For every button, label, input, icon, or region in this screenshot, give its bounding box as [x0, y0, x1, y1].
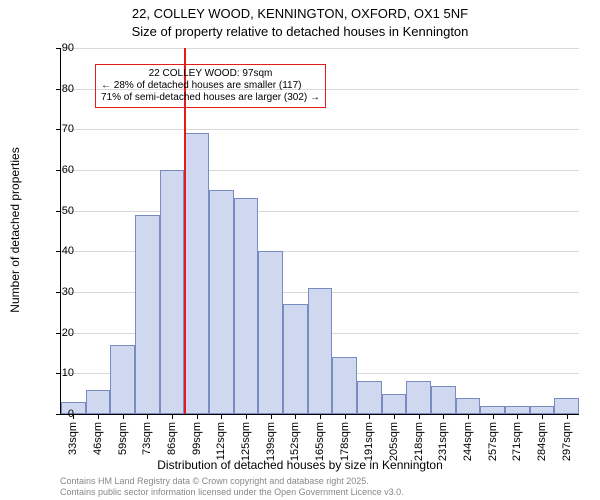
xtick-label: 218sqm [413, 422, 425, 461]
histogram-bar [406, 381, 431, 414]
histogram-bar [135, 215, 160, 414]
annotation-line3: 71% of semi-detached houses are larger (… [101, 92, 320, 104]
chart-title-line2: Size of property relative to detached ho… [0, 24, 600, 39]
ytick-mark [56, 292, 61, 293]
histogram-bar [505, 406, 530, 414]
xtick-label: 165sqm [314, 422, 326, 461]
ytick-mark [56, 333, 61, 334]
histogram-bar [456, 398, 481, 414]
xtick-mark [221, 414, 222, 419]
xtick-label: 205sqm [388, 422, 400, 461]
chart-title-line1: 22, COLLEY WOOD, KENNINGTON, OXFORD, OX1… [0, 6, 600, 21]
xtick-label: 86sqm [166, 422, 178, 455]
histogram-bar [110, 345, 135, 414]
ytick-mark [56, 251, 61, 252]
annotation-line2: ← 28% of detached houses are smaller (11… [101, 80, 320, 92]
plot-area: 22 COLLEY WOOD: 97sqm← 28% of detached h… [60, 48, 579, 415]
xtick-label: 257sqm [487, 422, 499, 461]
xtick-label: 231sqm [437, 422, 449, 461]
histogram-bar [258, 251, 283, 414]
gridline [61, 129, 579, 130]
gridline [61, 170, 579, 171]
xtick-label: 191sqm [363, 422, 375, 461]
xtick-label: 112sqm [215, 422, 227, 460]
xtick-mark [147, 414, 148, 419]
ytick-label: 0 [68, 408, 74, 420]
chart-container: 22, COLLEY WOOD, KENNINGTON, OXFORD, OX1… [0, 0, 600, 500]
ytick-label: 80 [62, 83, 74, 95]
xtick-mark [419, 414, 420, 419]
histogram-bar [86, 390, 111, 414]
ytick-label: 40 [62, 245, 74, 257]
xtick-label: 297sqm [561, 422, 573, 461]
ytick-mark [56, 170, 61, 171]
footer-line1: Contains HM Land Registry data © Crown c… [60, 476, 404, 487]
histogram-bar [308, 288, 333, 414]
histogram-bar [554, 398, 579, 414]
xtick-mark [517, 414, 518, 419]
xtick-label: 125sqm [240, 422, 252, 461]
xtick-label: 46sqm [92, 422, 104, 455]
xtick-label: 99sqm [191, 422, 203, 455]
xtick-mark [246, 414, 247, 419]
histogram-bar [332, 357, 357, 414]
xtick-mark [123, 414, 124, 419]
histogram-bar [357, 381, 382, 414]
annotation-line1: 22 COLLEY WOOD: 97sqm [101, 68, 320, 80]
xtick-mark [295, 414, 296, 419]
xtick-mark [98, 414, 99, 419]
ytick-label: 60 [62, 164, 74, 176]
xtick-mark [542, 414, 543, 419]
ytick-mark [56, 373, 61, 374]
ytick-label: 30 [62, 286, 74, 298]
ytick-label: 90 [62, 42, 74, 54]
ytick-mark [56, 414, 61, 415]
xtick-label: 244sqm [462, 422, 474, 461]
y-axis-label: Number of detached properties [8, 147, 22, 312]
gridline [61, 48, 579, 49]
xtick-mark [567, 414, 568, 419]
ytick-mark [56, 89, 61, 90]
chart-footer: Contains HM Land Registry data © Crown c… [60, 476, 404, 498]
xtick-mark [468, 414, 469, 419]
xtick-label: 178sqm [339, 422, 351, 461]
xtick-label: 73sqm [141, 422, 153, 455]
ytick-label: 10 [62, 367, 74, 379]
ytick-mark [56, 129, 61, 130]
histogram-bar [283, 304, 308, 414]
xtick-mark [172, 414, 173, 419]
histogram-bar [530, 406, 555, 414]
ytick-label: 70 [62, 123, 74, 135]
histogram-bar [431, 386, 456, 414]
xtick-label: 33sqm [67, 422, 79, 455]
ytick-label: 20 [62, 327, 74, 339]
xtick-label: 284sqm [536, 422, 548, 461]
ytick-label: 50 [62, 205, 74, 217]
ytick-mark [56, 211, 61, 212]
histogram-bar [234, 198, 259, 414]
xtick-mark [443, 414, 444, 419]
histogram-bar [209, 190, 234, 414]
histogram-bar [160, 170, 185, 414]
xtick-mark [394, 414, 395, 419]
xtick-label: 59sqm [117, 422, 129, 455]
ytick-mark [56, 48, 61, 49]
xtick-mark [197, 414, 198, 419]
histogram-bar [184, 133, 209, 414]
histogram-bar [480, 406, 505, 414]
xtick-mark [345, 414, 346, 419]
footer-line2: Contains public sector information licen… [60, 487, 404, 498]
histogram-bar [382, 394, 407, 414]
xtick-mark [369, 414, 370, 419]
xtick-mark [271, 414, 272, 419]
gridline [61, 211, 579, 212]
xtick-label: 139sqm [265, 422, 277, 461]
annotation-box: 22 COLLEY WOOD: 97sqm← 28% of detached h… [95, 64, 326, 108]
xtick-mark [320, 414, 321, 419]
xtick-label: 152sqm [289, 422, 301, 461]
xtick-label: 271sqm [511, 422, 523, 461]
xtick-mark [493, 414, 494, 419]
